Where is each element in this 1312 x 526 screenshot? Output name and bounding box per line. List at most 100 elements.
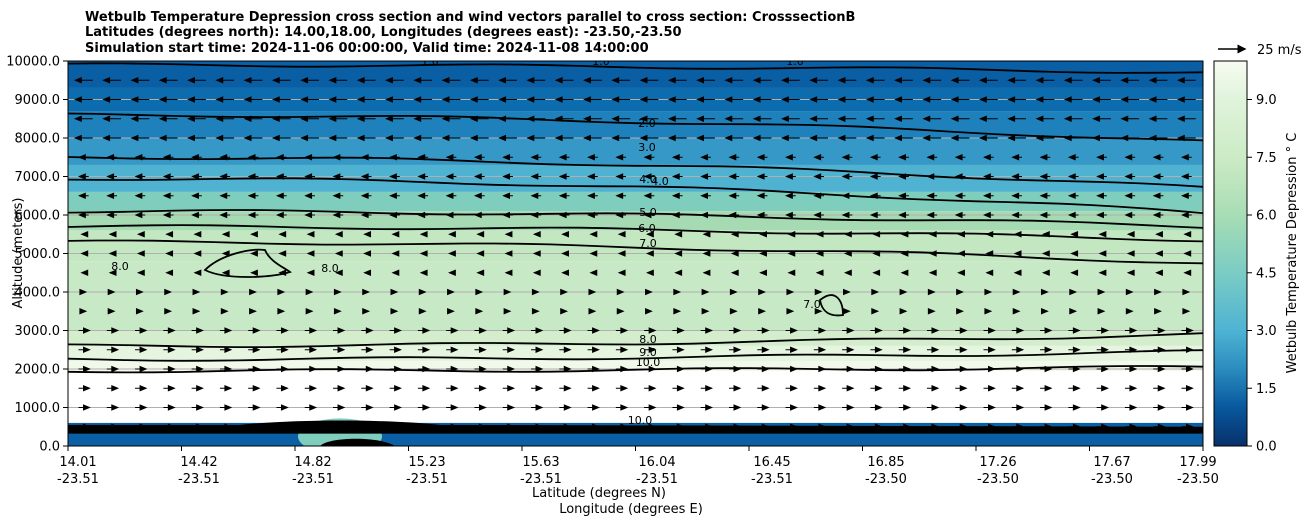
contour-label-7: 5.0 <box>639 206 657 219</box>
wind-vector-312 <box>984 288 993 296</box>
wind-vector-286 <box>249 288 257 296</box>
x-tick-lon-1: -23.51 <box>178 472 220 487</box>
wind-vector-490 <box>360 192 372 199</box>
wind-vector-555 <box>1067 173 1079 180</box>
wind-vector-693 <box>441 96 461 103</box>
wind-vector-140 <box>644 365 657 373</box>
wind-vector-212 <box>417 327 431 334</box>
wind-vector-80 <box>78 385 91 392</box>
wind-vector-745 <box>781 77 800 84</box>
y-tick-label-5: 5000.0 <box>15 247 61 262</box>
wind-vector-320 <box>80 269 89 276</box>
wind-vector-61 <box>672 404 685 411</box>
wind-vector-318 <box>1154 288 1162 296</box>
wind-vector-738 <box>583 77 602 84</box>
wind-vector-724 <box>187 77 206 84</box>
wind-vector-21 <box>672 423 685 430</box>
wind-vector-558 <box>1152 173 1164 180</box>
wind-vector-563 <box>162 154 174 161</box>
wind-vector-121 <box>106 365 120 373</box>
wind-vector-52 <box>417 404 431 411</box>
wind-vector-423 <box>730 231 739 238</box>
wind-vector-412 <box>419 231 428 238</box>
wind-vector-403 <box>165 231 174 238</box>
y-tick-label-8: 8000.0 <box>15 132 61 147</box>
wind-vector-705 <box>781 96 800 103</box>
wind-vector-457 <box>558 211 570 219</box>
wind-vector-333 <box>448 269 456 276</box>
wind-vector-391 <box>957 250 965 257</box>
wind-vector-146 <box>813 365 827 373</box>
wind-vector-115 <box>1068 385 1081 392</box>
contour-label-12: 7.0 <box>803 298 821 311</box>
wind-vector-138 <box>587 365 600 373</box>
wind-vector-512 <box>983 192 994 199</box>
wind-vector-172 <box>417 346 431 353</box>
wind-vector-736 <box>526 77 546 84</box>
x-tick-lat-2: 14.82 <box>294 455 331 470</box>
wind-vector-215 <box>502 327 516 334</box>
wind-vector-308 <box>871 288 880 296</box>
wind-vector-309 <box>899 288 908 296</box>
wind-vector-408 <box>306 231 315 238</box>
wind-vector-101 <box>672 385 685 392</box>
wind-vector-426 <box>815 231 824 238</box>
wind-vector-430 <box>928 231 937 238</box>
wind-vector-671 <box>950 115 970 122</box>
wind-vector-340 <box>646 269 654 276</box>
wind-vector-369 <box>334 250 343 257</box>
wind-vector-377 <box>561 250 569 257</box>
wind-vector-394 <box>1041 250 1050 257</box>
wind-vector-395 <box>1070 250 1079 257</box>
wind-vector-644 <box>187 115 206 122</box>
wind-vector-603 <box>158 134 178 142</box>
x-tick-lat-3: 15.23 <box>408 455 445 470</box>
x-axis-ticks: 14.01 -23.51 14.42 -23.51 14.82 -23.51 15.23 -2… <box>57 446 1219 487</box>
wind-vector-702 <box>696 96 715 103</box>
wind-vector-385 <box>787 250 796 257</box>
surface-terrain <box>320 438 395 446</box>
wind-vector-473 <box>1011 211 1023 219</box>
wind-vector-235 <box>1068 327 1081 334</box>
wind-vector-331 <box>391 269 400 276</box>
colorbar-body <box>1213 60 1248 447</box>
wind-vector-311 <box>956 288 964 296</box>
x-tick-lon-9: -23.50 <box>1091 472 1133 487</box>
contour-label-16: 10.0 <box>628 414 653 427</box>
wind-vector-515 <box>1067 192 1079 199</box>
wind-vector-694 <box>469 96 489 103</box>
wind-vector-264 <box>758 308 766 315</box>
wind-vector-530 <box>360 173 372 180</box>
wind-vector-191 <box>955 346 968 353</box>
wind-vector-244 <box>192 308 201 315</box>
wind-vector-684 <box>187 96 206 103</box>
wind-vector-204 <box>191 327 204 334</box>
wind-vector-171 <box>389 346 402 353</box>
wind-vector-132 <box>417 365 431 373</box>
wind-vector-33 <box>1011 423 1025 430</box>
wind-vector-566 <box>247 154 259 161</box>
wind-vector-689 <box>328 96 348 103</box>
wind-vector-631 <box>950 134 970 142</box>
wind-vector-690 <box>356 96 376 103</box>
wind-vector-97 <box>559 385 572 392</box>
wind-vector-60 <box>644 404 657 411</box>
wind-vector-695 <box>498 96 517 103</box>
wind-vector-96 <box>531 385 544 392</box>
wind-vector-234 <box>1040 327 1053 334</box>
wind-vector-706 <box>809 96 829 103</box>
wind-vector-304 <box>758 288 766 296</box>
wind-vector-325 <box>221 269 230 276</box>
wind-vector-6 <box>248 423 261 430</box>
wind-vector-546 <box>813 173 825 180</box>
wind-vector-316 <box>1097 288 1106 296</box>
wind-vector-458 <box>587 211 598 219</box>
wind-vector-278 <box>1154 308 1162 315</box>
wind-vector-217 <box>559 327 572 334</box>
wind-vector-200 <box>78 327 91 334</box>
colorbar-tick-label-6: 9.0 <box>1256 93 1277 108</box>
wind-vector-14 <box>474 423 487 430</box>
wind-vector-186 <box>813 346 827 353</box>
wind-vector-265 <box>786 308 795 315</box>
wind-vector-374 <box>476 250 485 257</box>
